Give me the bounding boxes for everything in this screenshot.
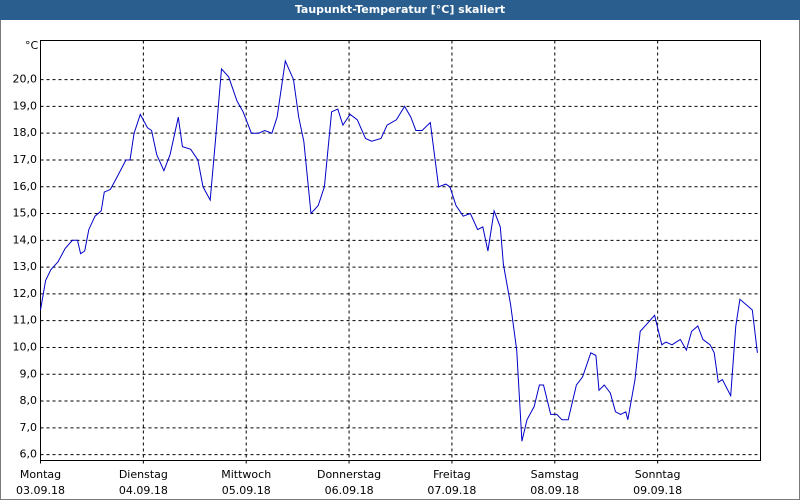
- x-tick-label: Dienstag: [119, 468, 168, 481]
- x-tick-date: 04.09.18: [119, 484, 168, 497]
- x-tick-date: 05.09.18: [222, 484, 271, 497]
- y-tick-label: 18,0: [13, 126, 38, 139]
- y-tick-label: 8,0: [20, 394, 38, 407]
- x-tick-label: Donnerstag: [317, 468, 381, 481]
- x-tick-label: Freitag: [433, 468, 471, 481]
- x-tick-date: 07.09.18: [427, 484, 476, 497]
- x-tick-label: Samstag: [531, 468, 579, 481]
- y-tick-label: 20,0: [13, 73, 38, 86]
- x-tick-date: 06.09.18: [325, 484, 374, 497]
- y-tick-label: 11,0: [13, 314, 38, 327]
- y-tick-label: 7,0: [20, 421, 38, 434]
- x-tick-label: Montag: [20, 468, 61, 481]
- x-tick-label: Sonntag: [635, 468, 681, 481]
- y-tick-label: 16,0: [13, 180, 38, 193]
- y-tick-label: 10,0: [13, 340, 38, 353]
- x-tick-date: 03.09.18: [16, 484, 65, 497]
- y-tick-label: 17,0: [13, 153, 38, 166]
- y-tick-label: 14,0: [13, 233, 38, 246]
- title-bar: [0, 0, 800, 20]
- y-tick-label: 9,0: [20, 367, 38, 380]
- chart-title: Taupunkt-Temperatur [°C] skaliert: [295, 3, 505, 16]
- y-unit: °C: [25, 39, 39, 52]
- y-tick-label: 12,0: [13, 287, 38, 300]
- y-tick-label: 13,0: [13, 260, 38, 273]
- x-tick-label: Mittwoch: [221, 468, 271, 481]
- x-tick-date: 09.09.18: [633, 484, 682, 497]
- y-tick-label: 19,0: [13, 99, 38, 112]
- x-tick-date: 08.09.18: [530, 484, 579, 497]
- y-tick-label: 6,0: [20, 448, 38, 461]
- y-tick-label: 15,0: [13, 207, 38, 220]
- data-line: [40, 59, 758, 442]
